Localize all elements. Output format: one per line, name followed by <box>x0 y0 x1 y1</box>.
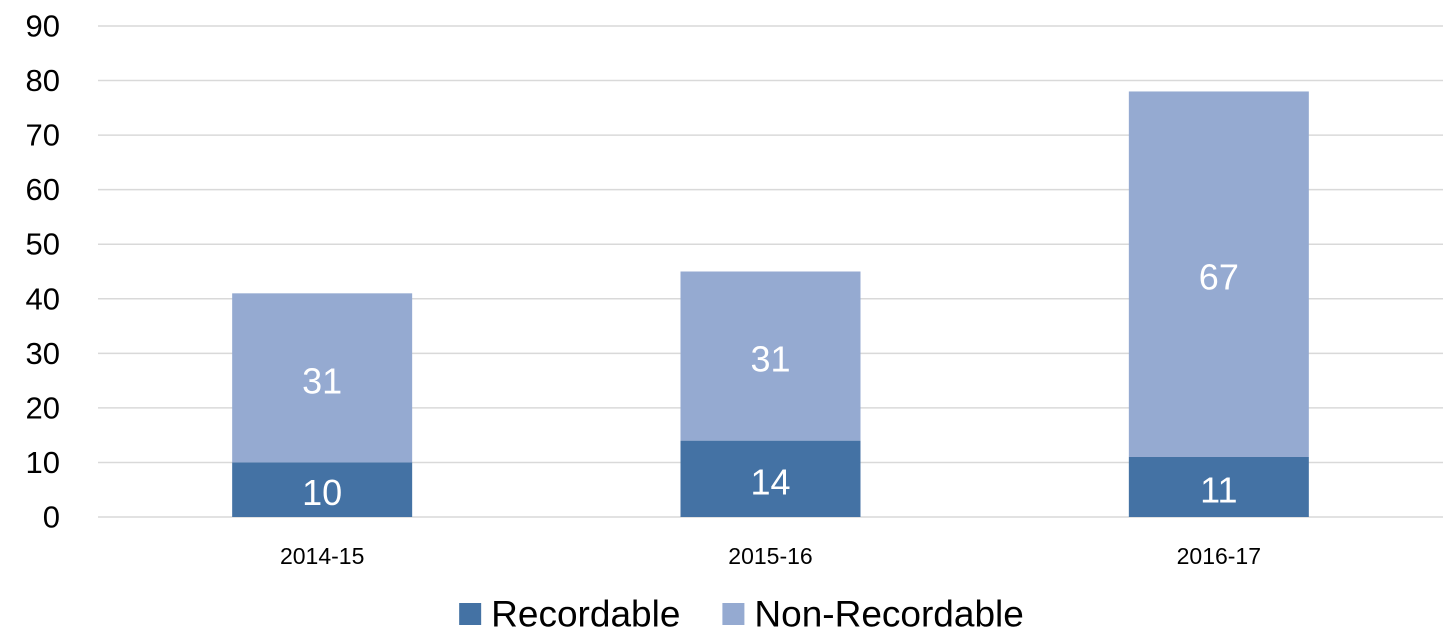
y-tick-label: 10 <box>26 445 60 480</box>
x-tick-label: 2016-17 <box>1177 543 1261 569</box>
y-axis-tick-labels: 0 10 20 30 40 50 60 70 80 90 <box>26 9 60 535</box>
y-tick-label: 80 <box>26 63 60 98</box>
bar-recordable-2015-16 <box>680 440 861 517</box>
y-tick-label: 90 <box>26 9 60 44</box>
bar-recordable-2016-17 <box>1128 456 1309 517</box>
data-label: 10 <box>302 472 342 513</box>
x-tick-label: 2015-16 <box>728 543 812 569</box>
y-tick-label: 30 <box>26 336 60 371</box>
bar-non-recordable-2015-16 <box>680 271 861 441</box>
y-tick-label: 20 <box>26 390 60 425</box>
bar-recordable-2014-15 <box>232 462 413 517</box>
x-axis-tick-labels: 2014-15 2015-16 2016-17 <box>280 543 1261 569</box>
data-label: 14 <box>750 461 790 502</box>
data-label: 67 <box>1199 257 1239 298</box>
data-labels: 10 31 14 31 11 67 <box>302 257 1239 513</box>
bar-non-recordable-2014-15 <box>232 293 413 463</box>
y-tick-label: 70 <box>26 118 60 153</box>
y-tick-label: 0 <box>43 500 60 535</box>
data-label: 11 <box>1200 469 1237 510</box>
legend-item-recordable[interactable]: Recordable <box>459 594 680 635</box>
x-tick-label: 2014-15 <box>280 543 364 569</box>
legend-item-non-recordable[interactable]: Non-Recordable <box>722 594 1024 635</box>
data-label: 31 <box>750 339 790 380</box>
legend-label: Non-Recordable <box>754 594 1023 635</box>
legend-swatch <box>722 603 745 625</box>
legend-swatch <box>459 603 482 625</box>
y-tick-label: 50 <box>26 227 60 262</box>
y-tick-label: 60 <box>26 172 60 207</box>
data-label: 31 <box>302 360 342 401</box>
legend-label: Recordable <box>491 594 680 635</box>
y-tick-label: 40 <box>26 281 60 316</box>
bar-non-recordable-2016-17 <box>1128 91 1309 457</box>
bars <box>232 91 1309 517</box>
legend: Recordable Non-Recordable <box>459 594 1024 635</box>
